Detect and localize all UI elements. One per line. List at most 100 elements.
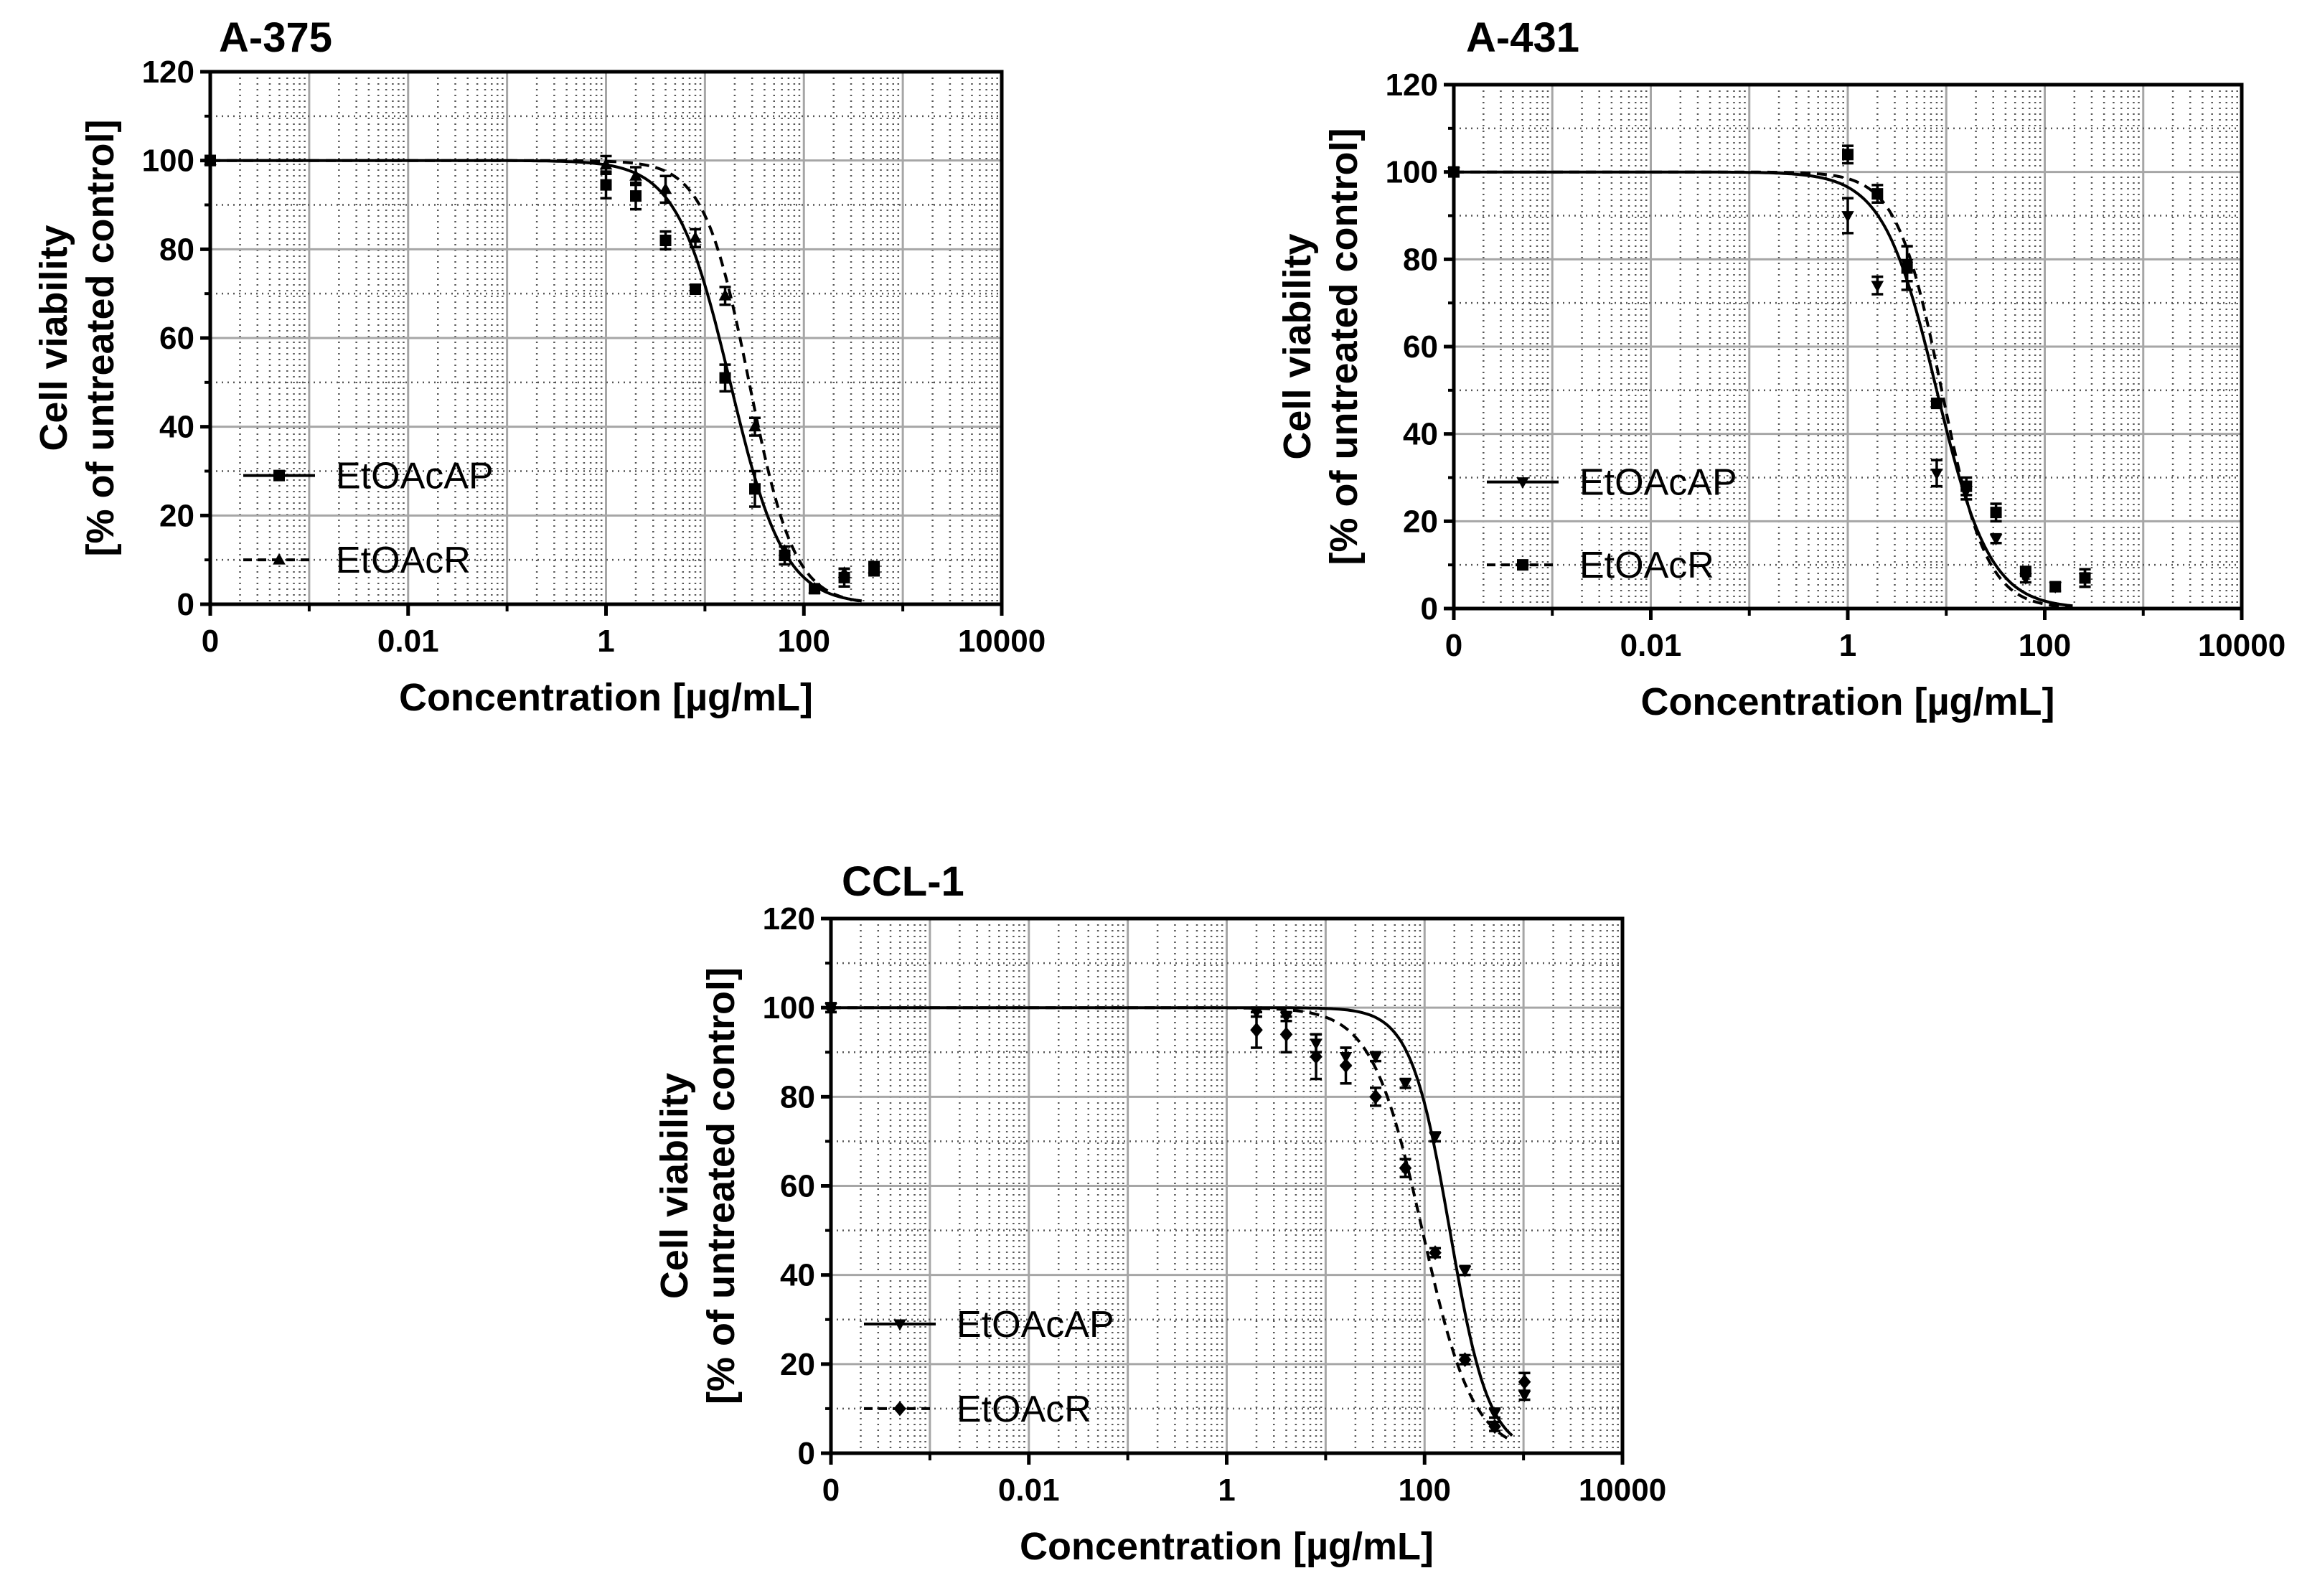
x-tick-label: 0 [202,624,219,659]
data-point-etoacr [1842,149,1854,161]
y-axis-label-line1: Cell viability [1276,233,1319,459]
legend-marker [893,1319,906,1331]
data-point-etoacap [1871,281,1884,293]
y-tick-label: 120 [763,901,815,937]
x-tick-label: 10000 [958,624,1046,659]
data-point-etoacap [1399,1079,1412,1091]
y-axis-label-line2: [% of untreated control] [1323,128,1366,565]
data-point-etoacr [1458,1352,1472,1368]
y-tick-label: 0 [798,1436,815,1471]
x-tick-label: 100 [2019,628,2071,663]
data-point-etoacr [1339,1058,1353,1074]
y-tick-label: 120 [1386,67,1438,103]
legend-marker [1516,477,1529,489]
y-tick-label: 60 [159,321,194,356]
y-axis-label-line2: [% of untreated control] [700,967,743,1404]
data-point-etoacr [204,154,217,166]
x-axis-label: Concentration [µg/mL] [399,676,813,719]
x-tick-label: 0 [1445,628,1462,663]
legend-label: EtOAcR [336,540,471,581]
data-point-etoacap [1488,1408,1501,1420]
data-point-etoacr [659,182,672,194]
data-point-etoacap [630,190,642,202]
x-tick-label: 1 [597,624,614,659]
y-tick-label: 80 [780,1079,815,1114]
y-tick-label: 40 [159,410,194,445]
fit-curve-etoacap [831,1006,1513,1437]
data-point-etoacap [1458,1266,1472,1278]
data-point-etoacr [1310,1049,1323,1064]
y-tick-label: 80 [1403,242,1438,277]
y-tick-label: 120 [142,55,194,90]
chart-title: A-431 [1466,14,1579,61]
legend-label: EtOAcAP [957,1304,1114,1346]
data-point-etoacap [1930,469,1943,481]
fit-curve-etoacr [210,159,863,603]
legend-marker [273,553,286,565]
y-tick-label: 100 [142,144,194,179]
data-point-etoacr [1518,1374,1531,1390]
data-point-etoacap [1989,534,2003,546]
legend-label: EtOAcR [957,1389,1091,1430]
y-tick-label: 20 [780,1347,815,1382]
data-point-etoacr [1488,1419,1501,1435]
y-tick-label: 0 [1421,591,1438,626]
fit-curve-etoacr [1454,170,2073,609]
data-point-etoacr [718,288,732,301]
grid [209,72,1003,604]
legend-marker [1517,559,1528,571]
data-point-etoacr [1871,188,1884,200]
x-tick-label: 1 [1839,628,1856,663]
y-tick-label: 0 [177,587,194,622]
y-axis-label-line1: Cell viability [653,1073,696,1299]
x-tick-label: 10000 [1579,1473,1666,1508]
data-point-etoacr [1369,1089,1382,1104]
data-point-etoacap [1518,1390,1531,1402]
data-point-etoacr [1429,1245,1442,1261]
data-point-etoacap [749,483,761,495]
data-point-etoacr [1901,262,1913,274]
data-point-etoacr [778,544,791,556]
x-tick-label: 0.01 [1620,628,1682,663]
x-tick-label: 1 [1218,1473,1235,1508]
x-axis-label: Concentration [µg/mL] [1640,680,2054,723]
data-point-etoacr [1448,166,1460,178]
data-point-etoacr [689,231,702,243]
chart-panel-a375: 0 20 40 60 80 100 120 0 0.01 1 100 10000 A-375 Concen… [32,14,1046,719]
x-tick-label: 100 [778,624,830,659]
data-point-etoacap [690,283,702,295]
y-tick-label: 40 [780,1258,815,1293]
x-tick-label: 100 [1399,1473,1451,1508]
y-tick-label: 40 [1403,417,1438,452]
data-point-etoacr [748,420,761,432]
x-tick-label: 0 [822,1473,840,1508]
data-point-etoacr [1399,1160,1412,1176]
data-point-etoacap [719,372,731,384]
data-point-etoacap [659,234,672,246]
legend-label: EtOAcAP [336,456,494,497]
data-point-etoacr [837,566,851,578]
x-tick-label: 10000 [2198,628,2285,663]
y-tick-label: 20 [1403,504,1438,539]
data-point-etoacr [825,1000,837,1015]
y-tick-label: 80 [159,232,194,267]
legend-marker [893,1401,906,1417]
data-point-etoacap [1429,1132,1442,1144]
chart-panel-ccl1: 0 20 40 60 80 100 120 0 0.01 1 100 10000 CCL-1 Concen… [653,858,1666,1568]
data-point-etoacr [2079,572,2091,584]
data-point-etoacr [2049,581,2062,593]
x-tick-label: 0.01 [377,624,439,659]
chart-panel-a431: 0 20 40 60 80 100 120 0 0.01 1 100 10000 A-431 Concen… [1276,14,2285,723]
data-point-etoacr [1960,480,1973,492]
data-point-etoacr [629,169,642,181]
legend-label: EtOAcR [1579,545,1714,586]
grid [830,919,1624,1453]
data-point-etoacr [808,581,821,593]
y-tick-label: 100 [1386,155,1438,190]
data-point-etoacr [1930,398,1942,410]
y-tick-label: 60 [1403,329,1438,365]
data-point-etoacr [2019,565,2031,578]
chart-title: CCL-1 [842,858,964,905]
data-point-etoacr [1279,1027,1293,1042]
